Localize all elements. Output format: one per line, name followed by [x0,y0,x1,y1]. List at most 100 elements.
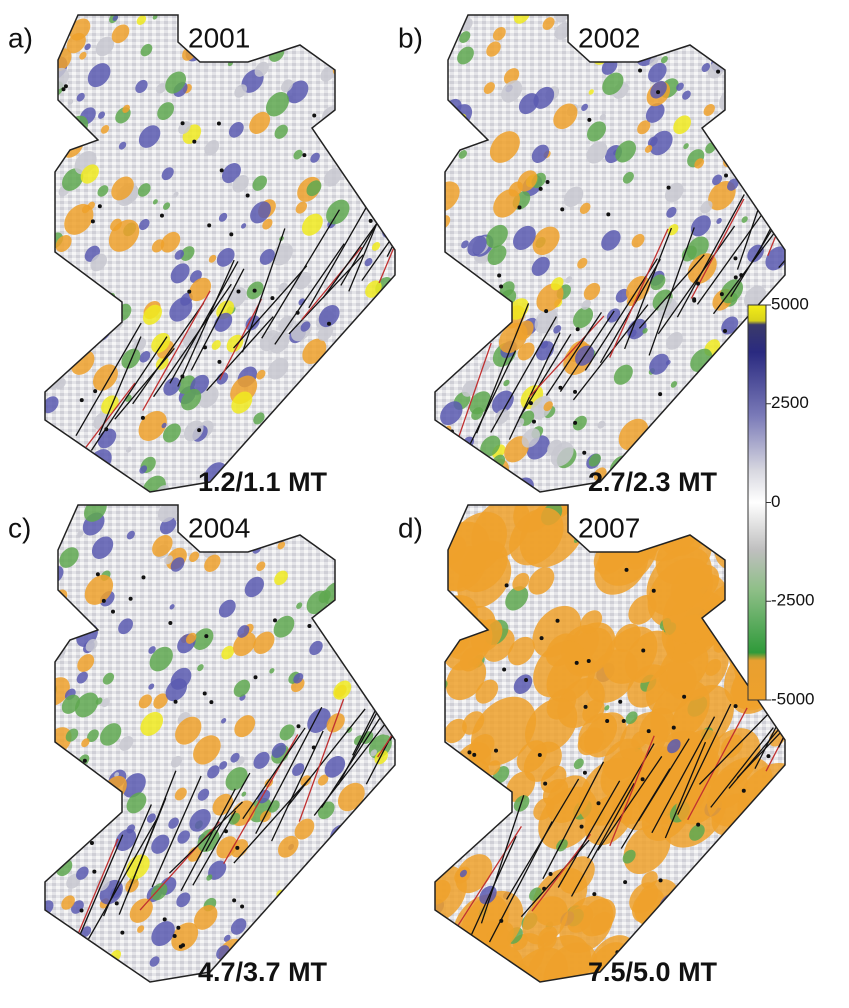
anomaly [446,293,476,324]
anomaly [329,136,349,157]
well [312,114,316,118]
well [90,841,94,845]
anomaly [308,870,317,880]
colorbar-tick-label: 2500 [771,393,809,412]
anomaly [340,634,358,652]
well [606,212,610,216]
anomaly [756,813,793,851]
well [80,335,84,339]
anomaly [342,467,356,481]
well [739,273,743,277]
anomaly [37,302,55,320]
anomaly [39,946,56,964]
well [312,745,316,749]
anomaly [252,10,267,25]
anomaly [375,837,400,863]
well [544,309,548,313]
well [80,909,84,913]
well [240,459,244,463]
well [168,621,172,625]
well [529,401,533,405]
anomaly [349,321,383,356]
well [197,428,201,432]
anomaly [668,510,675,517]
anomaly [290,928,321,960]
anomaly [732,126,742,137]
well [302,153,306,157]
anomaly [491,469,509,488]
anomaly [361,949,392,981]
colorbar-tick-label: -2500 [771,591,814,610]
anomaly [706,387,719,400]
anomaly [777,365,788,376]
anomaly [31,844,59,873]
anomaly [454,461,497,505]
well [652,589,656,593]
anomaly [743,868,771,897]
panel-year: 2004 [188,512,250,543]
anomaly [715,34,725,45]
well [71,821,75,825]
well [176,926,180,930]
well [91,219,95,223]
anomaly [380,538,397,555]
anomaly [427,195,445,214]
anomaly [54,333,73,353]
anomaly [262,496,282,516]
panel-caption: 4.7/3.7 MT [198,957,328,987]
anomaly [744,154,759,169]
well [576,327,580,331]
well [625,568,629,572]
well [229,232,233,236]
well [582,451,586,455]
well [682,695,686,699]
anomaly [350,535,370,555]
anomaly [441,935,464,958]
well [459,283,463,287]
well [372,117,376,121]
anomaly [423,135,450,163]
anomaly [705,918,793,1008]
anomaly [373,937,405,970]
well [618,700,622,704]
anomaly [466,290,503,328]
well [556,619,560,623]
anomaly [350,613,378,642]
well [580,825,584,829]
well [658,392,662,396]
anomaly [49,623,62,636]
well [209,700,213,704]
anomaly [750,946,814,1008]
well [740,950,744,954]
anomaly [365,637,380,653]
well [587,118,591,122]
anomaly [445,468,479,503]
well [502,668,506,672]
well [115,901,119,905]
well [724,174,728,178]
anomaly [346,926,376,957]
well [734,704,738,708]
anomaly [45,432,68,456]
anomaly [429,505,457,534]
anomaly [353,92,365,105]
well [83,759,87,763]
well [499,284,503,288]
anomaly [373,56,386,69]
well [592,892,596,896]
anomaly [672,893,737,959]
anomaly [754,147,763,156]
panel-label: b) [398,22,423,53]
well [734,275,738,279]
well [232,898,236,902]
fault-line [390,659,445,741]
anomaly [339,853,364,879]
anomaly [343,338,353,348]
well [173,934,177,938]
anomaly [359,145,376,163]
anomaly [715,416,746,448]
anomaly [685,871,751,939]
well [766,75,770,79]
anomaly [67,769,78,780]
well [111,610,115,614]
